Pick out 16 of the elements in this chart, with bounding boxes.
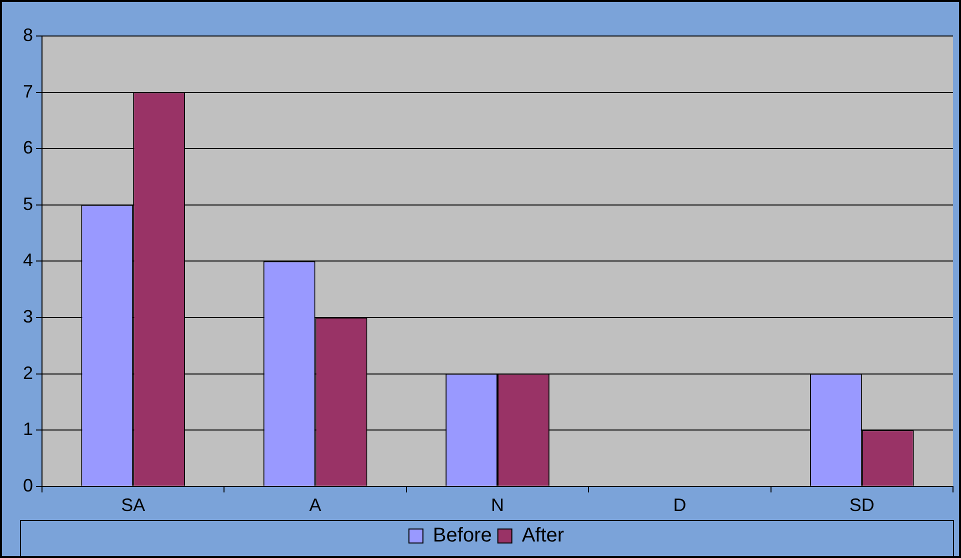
y-tick-label: 6 — [22, 138, 34, 158]
y-tick-label: 1 — [22, 419, 34, 440]
x-tick-label: SA — [121, 495, 146, 516]
y-tick-label: 3 — [22, 306, 34, 326]
x-tick-label: N — [491, 495, 504, 516]
x-tick-label: D — [673, 495, 686, 516]
x-tick-label: SD — [849, 495, 874, 516]
y-tick-label: 8 — [22, 24, 34, 45]
y-tick-label: 2 — [22, 362, 34, 383]
legend-label: Before — [432, 524, 492, 547]
y-tick-label: 4 — [22, 250, 34, 270]
legend-label: After — [522, 524, 564, 547]
x-tick-label: A — [309, 495, 322, 516]
y-tick-label: 7 — [22, 81, 34, 102]
y-tick-label: 0 — [22, 475, 34, 496]
y-tick-label: 5 — [22, 194, 34, 214]
